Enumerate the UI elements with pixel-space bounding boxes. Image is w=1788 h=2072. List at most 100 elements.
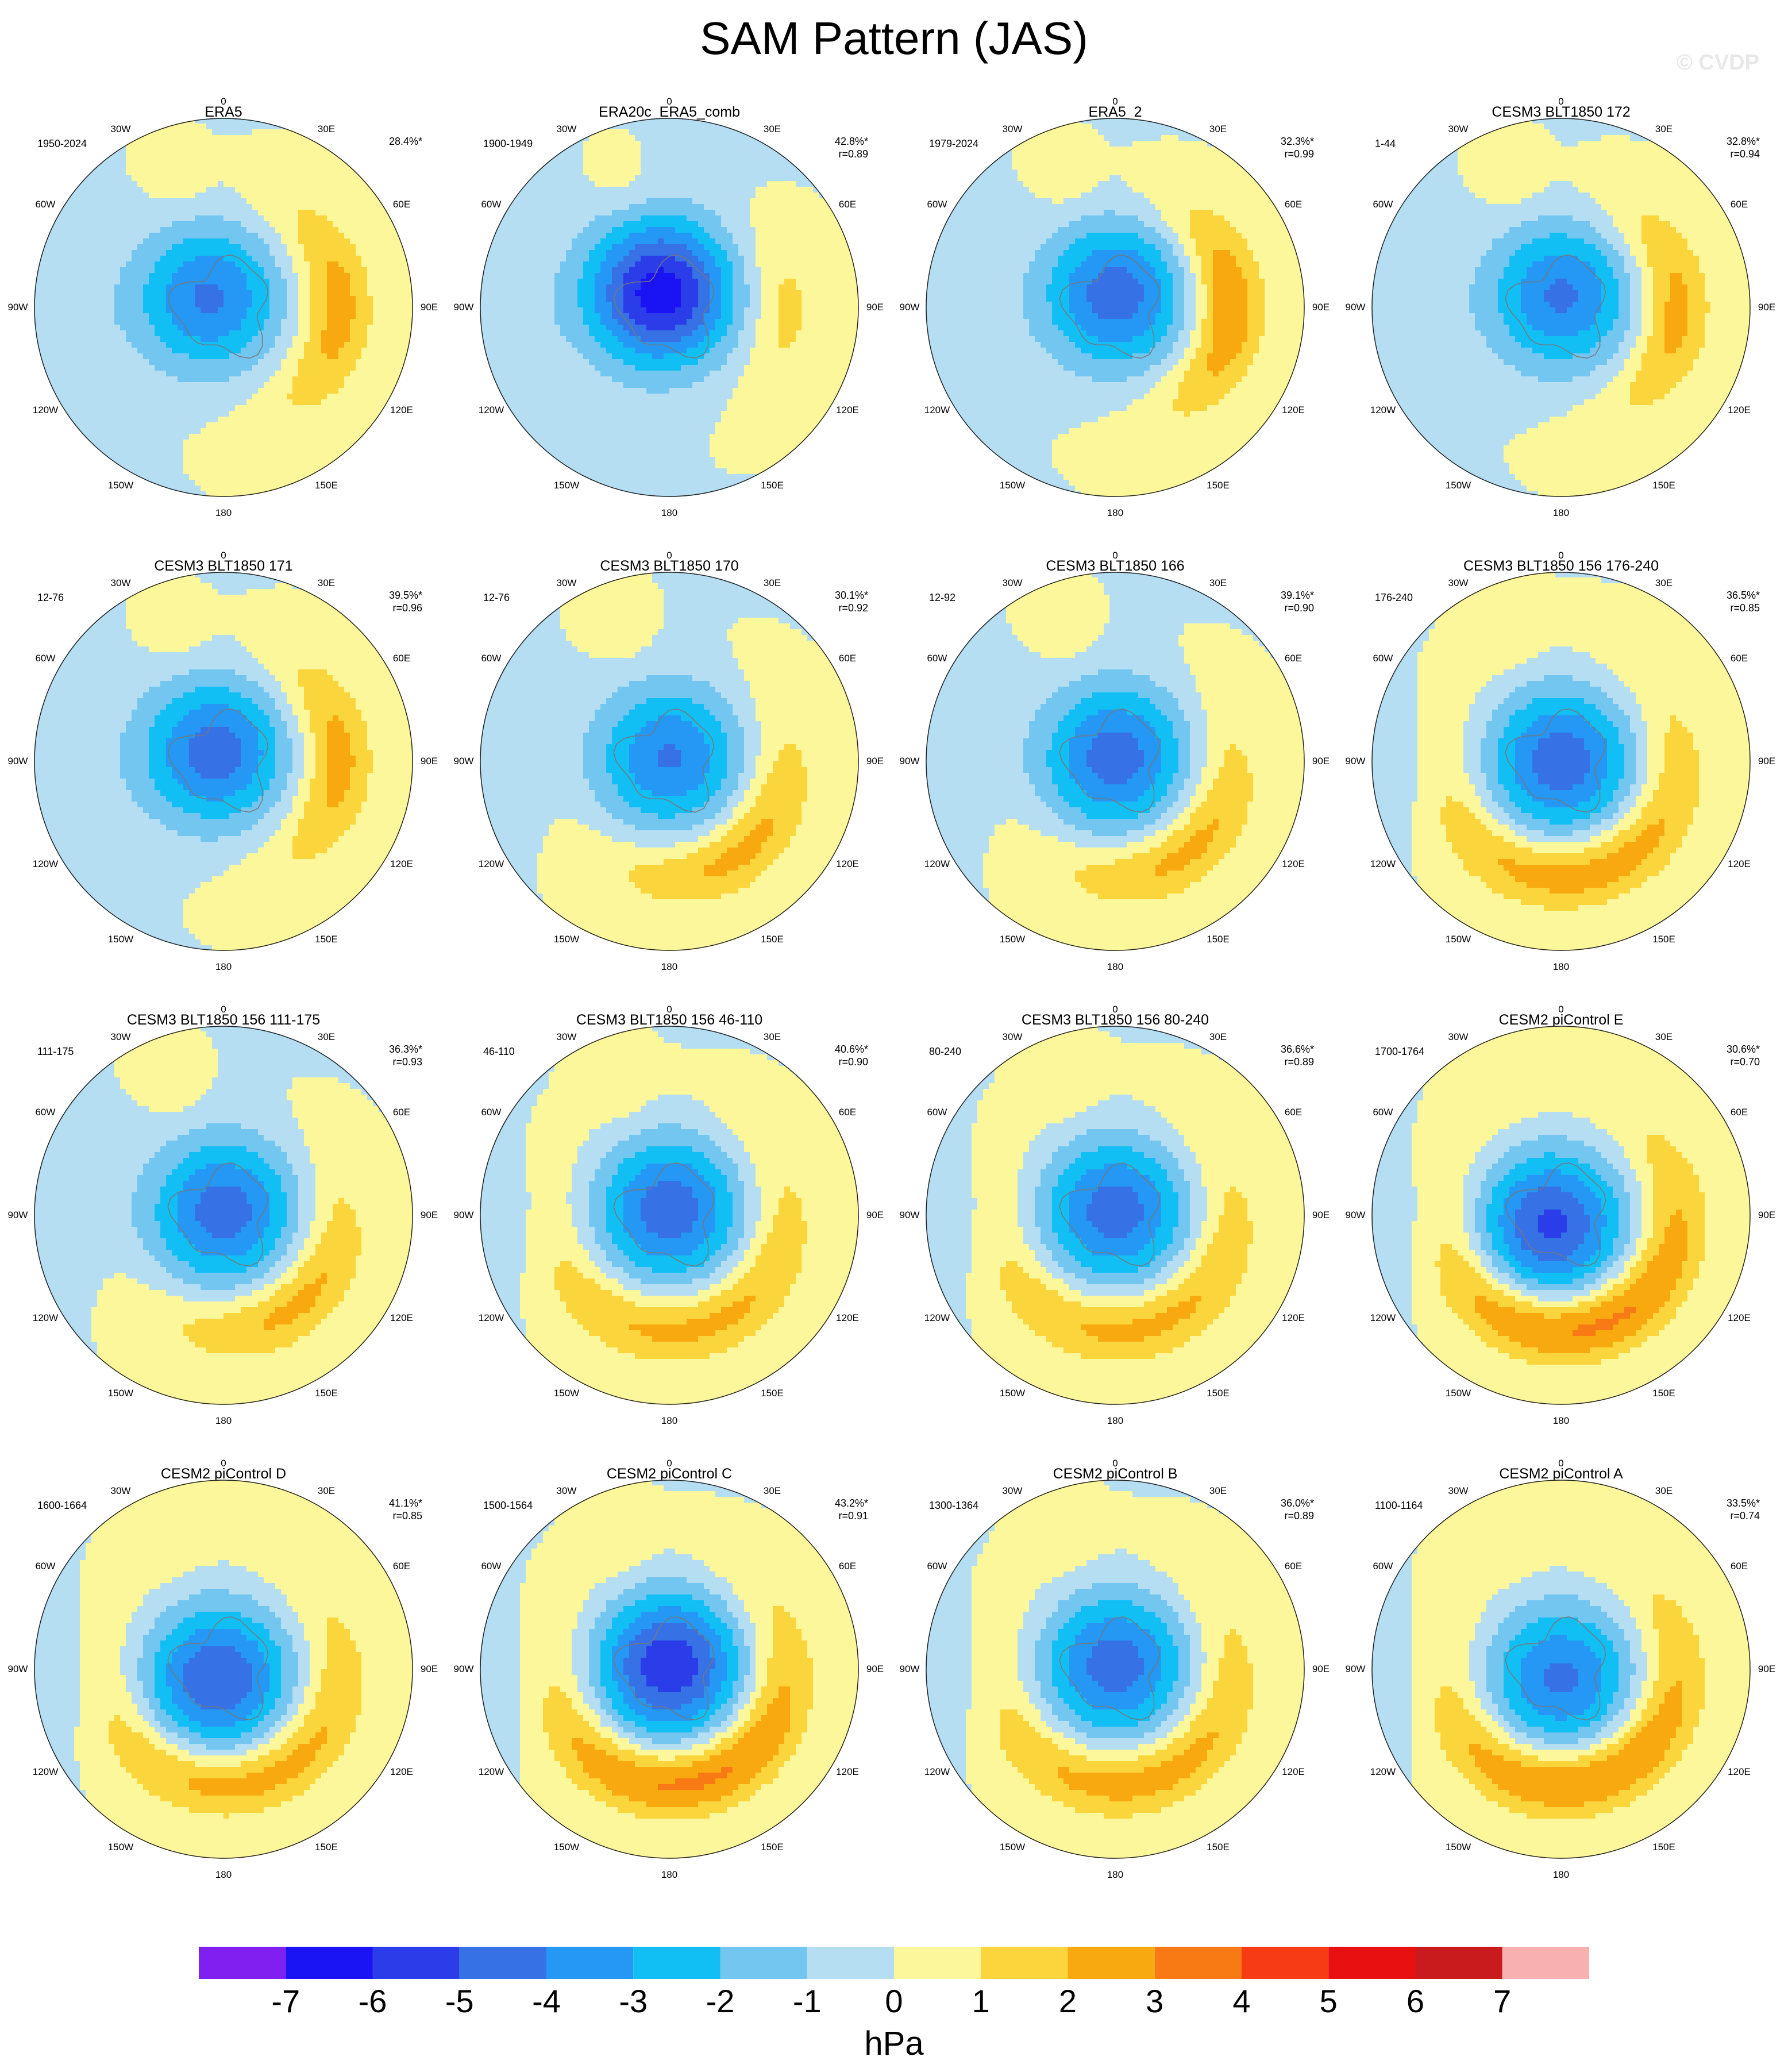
longitude-label: 30E bbox=[1204, 124, 1232, 135]
panel-variance-percent: 42.8%* bbox=[793, 135, 868, 148]
longitude-label: 60E bbox=[1725, 1561, 1753, 1572]
longitude-label: 30W bbox=[107, 1031, 134, 1043]
map-border bbox=[1371, 1026, 1751, 1405]
longitude-label: 60W bbox=[477, 653, 505, 664]
map-border bbox=[34, 572, 413, 951]
map-border bbox=[480, 572, 859, 951]
panel-stats: 39.1%* r=0.90 bbox=[1239, 589, 1314, 614]
panel-stats: 32.8%* r=0.94 bbox=[1685, 135, 1760, 160]
panel-variance-percent: 36.5%* bbox=[1685, 589, 1760, 602]
longitude-label: 150W bbox=[107, 934, 134, 945]
longitude-label: 120W bbox=[32, 1766, 59, 1778]
longitude-label: 120W bbox=[923, 1766, 951, 1778]
longitude-label: 120W bbox=[32, 858, 59, 870]
map-border bbox=[480, 1480, 859, 1859]
map-panel: CESM3 BLT1850 156 46-110 46-110 40.6%* r=0.… bbox=[446, 1004, 893, 1465]
panel-period: 1100-1164 bbox=[1375, 1500, 1423, 1512]
coastline bbox=[613, 1162, 715, 1267]
panel-title: CESM2 piControl A bbox=[1338, 1465, 1785, 1482]
panel-title: CESM3 BLT1850 156 111-175 bbox=[0, 1011, 447, 1029]
coastline bbox=[1059, 255, 1161, 359]
longitude-label: 90W bbox=[4, 1663, 32, 1675]
longitude-label: 60E bbox=[1280, 653, 1307, 664]
longitude-label: 150E bbox=[758, 1842, 786, 1853]
panel-stats: 43.2%* r=0.91 bbox=[793, 1497, 868, 1522]
page-title: SAM Pattern (JAS) bbox=[0, 7, 1788, 70]
panel-title: CESM3 BLT1850 156 176-240 bbox=[1338, 557, 1785, 575]
panel-pattern-correlation: r=0.70 bbox=[1685, 1056, 1760, 1068]
longitude-label: 120W bbox=[32, 1312, 59, 1324]
panel-stats: 36.5%* r=0.85 bbox=[1685, 589, 1760, 614]
coastline bbox=[167, 1616, 269, 1721]
longitude-label: 150W bbox=[553, 1842, 580, 1853]
coastline bbox=[613, 255, 715, 359]
longitude-label: 0 bbox=[656, 1458, 683, 1469]
longitude-label: 120E bbox=[1725, 1312, 1753, 1324]
colorbar-tick-label: -1 bbox=[773, 1981, 842, 2021]
panel-pattern-correlation: r=0.90 bbox=[793, 1056, 868, 1068]
polar-map bbox=[1371, 1026, 1751, 1405]
longitude-label: 60W bbox=[32, 1107, 59, 1118]
longitude-label: 150W bbox=[553, 934, 580, 945]
longitude-label: 90W bbox=[896, 1210, 923, 1221]
panel-variance-percent: 39.5%* bbox=[348, 589, 422, 602]
longitude-label: 60W bbox=[1369, 1561, 1397, 1572]
colorbar-swatch bbox=[1242, 1947, 1329, 1979]
colorbar-swatch bbox=[981, 1947, 1068, 1979]
longitude-label: 30E bbox=[313, 577, 340, 589]
colorbar-tick-label: -6 bbox=[338, 1981, 407, 2021]
longitude-label: 180 bbox=[210, 961, 237, 973]
panel-stats: 36.0%* r=0.89 bbox=[1239, 1497, 1314, 1522]
coastline bbox=[1505, 1616, 1606, 1721]
longitude-label: 30E bbox=[313, 1485, 340, 1497]
longitude-label: 150W bbox=[1444, 1388, 1472, 1399]
longitude-label: 0 bbox=[656, 550, 683, 561]
colorbar-swatch bbox=[459, 1947, 546, 1979]
longitude-label: 120E bbox=[1280, 858, 1307, 870]
longitude-label: 120E bbox=[388, 1766, 415, 1778]
longitude-label: 180 bbox=[1101, 961, 1129, 973]
longitude-label: 90E bbox=[861, 1210, 889, 1221]
longitude-label: 0 bbox=[1547, 550, 1575, 561]
colorbar-tick-label: 2 bbox=[1034, 1981, 1103, 2021]
longitude-label: 150W bbox=[999, 934, 1026, 945]
map-panel: ERA5 1950-2024 28.4%* 0 30E 60E 90E 120E 150E 180… bbox=[0, 96, 447, 557]
longitude-label: 30E bbox=[1204, 577, 1232, 589]
panel-stats: 28.4%* bbox=[348, 135, 422, 148]
longitude-label: 30W bbox=[553, 124, 580, 135]
longitude-label: 60W bbox=[32, 199, 59, 210]
panel-stats: 40.6%* r=0.90 bbox=[793, 1043, 868, 1068]
coastline bbox=[167, 255, 269, 359]
longitude-label: 30E bbox=[1204, 1031, 1232, 1043]
panel-period: 1700-1764 bbox=[1375, 1046, 1424, 1058]
polar-map bbox=[480, 118, 859, 497]
panel-pattern-correlation: r=0.74 bbox=[1685, 1509, 1760, 1522]
panel-variance-percent: 36.6%* bbox=[1239, 1043, 1314, 1056]
polar-map bbox=[34, 118, 413, 497]
longitude-label: 90E bbox=[1753, 756, 1781, 767]
longitude-label: 120W bbox=[32, 405, 59, 416]
longitude-label: 0 bbox=[210, 1458, 237, 1469]
panel-stats: 30.6%* r=0.70 bbox=[1685, 1043, 1760, 1068]
longitude-label: 150W bbox=[107, 1842, 134, 1853]
longitude-label: 180 bbox=[656, 1415, 683, 1427]
longitude-label: 150E bbox=[758, 480, 786, 491]
longitude-label: 30E bbox=[313, 1031, 340, 1043]
longitude-label: 180 bbox=[1547, 507, 1575, 519]
longitude-label: 30E bbox=[758, 1485, 786, 1497]
longitude-label: 60E bbox=[834, 653, 861, 664]
longitude-label: 60E bbox=[834, 1107, 861, 1118]
longitude-label: 180 bbox=[656, 1869, 683, 1881]
panel-title: CESM2 piControl B bbox=[892, 1465, 1339, 1482]
map-panel: ERA20c_ERA5_comb 1900-1949 42.8%* r=0.89 0 30… bbox=[446, 96, 893, 557]
longitude-label: 60E bbox=[834, 1561, 861, 1572]
longitude-label: 30E bbox=[1650, 1031, 1678, 1043]
map-panel: CESM2 piControl D 1600-1664 41.1%* r=0.85 0 3… bbox=[0, 1458, 447, 1919]
panel-period: 111-175 bbox=[37, 1046, 74, 1058]
contour-field bbox=[480, 118, 859, 497]
longitude-label: 150W bbox=[1444, 480, 1472, 491]
longitude-label: 90E bbox=[1307, 302, 1335, 313]
longitude-label: 120W bbox=[1369, 405, 1397, 416]
longitude-label: 30W bbox=[107, 577, 134, 589]
longitude-label: 120E bbox=[1725, 405, 1753, 416]
